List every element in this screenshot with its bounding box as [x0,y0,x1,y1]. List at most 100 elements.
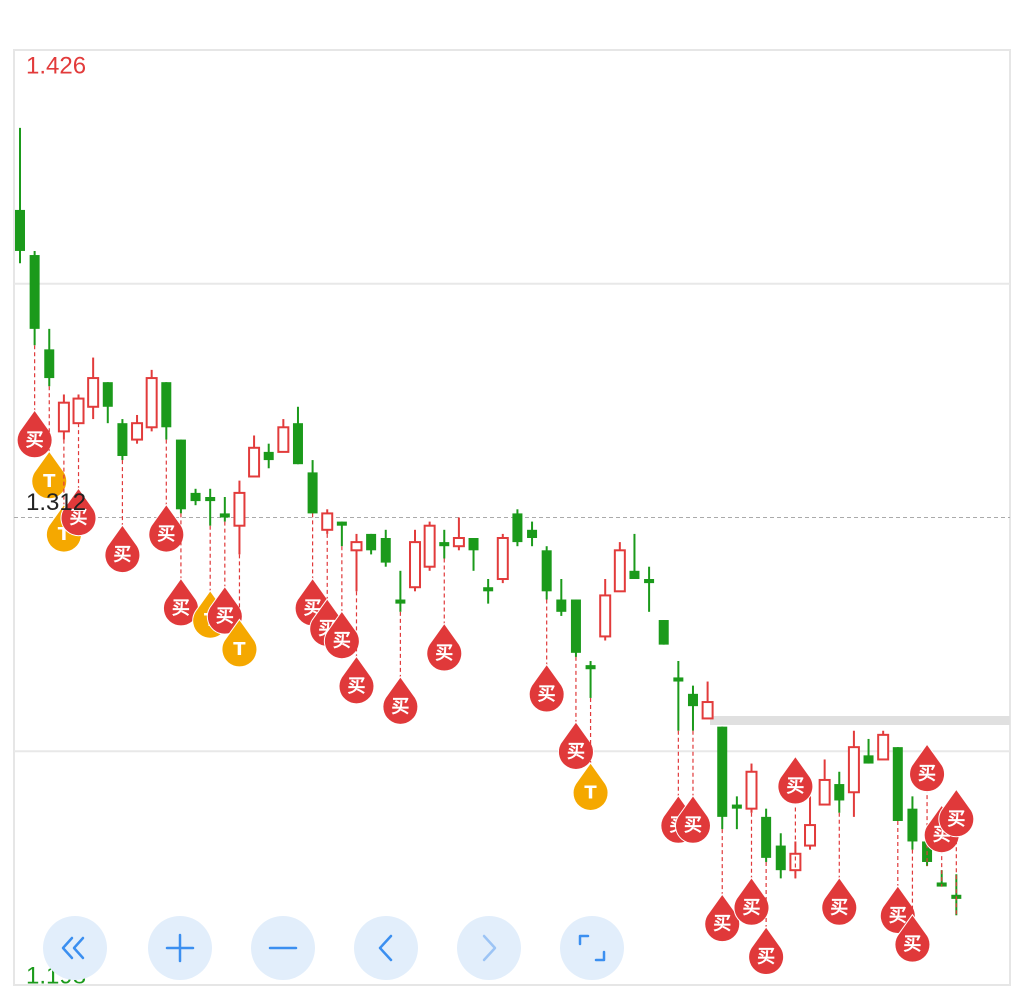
signal-label: 买 [757,946,775,967]
candle-body [877,733,890,761]
signal-drop [323,610,360,660]
candle-body [366,533,377,551]
signal-marker: 买 [674,794,711,844]
signal-drop [60,487,97,537]
signal-label: 买 [216,606,234,627]
candle-body [847,746,860,794]
candle-body [775,845,786,871]
signal-marker: T [221,618,258,668]
candle-body [292,423,303,465]
candle-body [761,816,772,858]
signal-marker: 买 [938,788,975,838]
signal-drop [221,618,258,668]
signal-label: 买 [830,897,848,918]
y-tick-label: 1.426 [26,52,86,79]
jump-start-button[interactable] [43,916,107,980]
signal-drop [674,794,711,844]
range-bar [710,716,1010,725]
candle-body [673,677,684,682]
signal-drop [31,450,68,500]
signal-drop [16,409,53,459]
signal-label: 买 [786,776,804,797]
signal-drop [557,721,594,770]
signal-drop [104,524,141,574]
candle-body [570,599,581,653]
candle-body [439,542,450,547]
signal-label: 买 [70,508,88,529]
signal-drop [879,885,916,934]
signal-drop [148,503,185,553]
signal-label: 买 [333,631,351,652]
signal-marker: 买 [909,743,946,793]
candle-body [72,397,85,425]
signal-marker: 买 [426,622,463,672]
next-button[interactable] [457,916,521,980]
signal-label: 买 [903,934,921,955]
signal-drop [909,743,946,793]
signal-label: 买 [157,524,175,545]
signal-marker: 买 [162,577,199,627]
candle-body [496,537,509,581]
signal-drop [821,876,858,926]
candle-body [248,446,261,478]
signal-label: 买 [743,897,761,918]
signal-label: 买 [918,764,936,785]
candle-body [687,693,698,707]
signal-marker: 买 [206,585,243,635]
signal-label: 买 [713,914,731,935]
zoom-in-button[interactable] [148,916,212,980]
candle-body [717,726,728,817]
signal-drop [206,585,243,635]
signal-drop [733,876,770,926]
candle-body [818,778,831,806]
signal-label: 买 [435,643,453,664]
signal-label: 买 [889,905,907,926]
signal-marker: 买 [879,885,916,934]
previous-button[interactable] [354,916,418,980]
signal-label: 买 [347,676,365,697]
signal-label: 买 [26,430,44,451]
candle-body [585,665,596,670]
candle-body [15,209,25,251]
zoom-out-button[interactable] [251,916,315,980]
candle-body [336,521,347,526]
signal-marker: 买 [60,487,97,537]
signal-drop [338,655,375,705]
candle-body [629,570,640,580]
signal-label: 买 [947,809,965,830]
signal-drop [894,913,931,963]
signal-label: 买 [567,741,585,762]
signal-marker: 买 [894,913,931,963]
signal-drop [938,788,975,838]
candle-body [307,472,318,514]
candle-body [541,550,552,592]
signal-marker: 买 [748,926,785,975]
candle-body [350,541,363,552]
signal-marker: 买 [777,755,814,805]
candle-body [277,426,290,453]
signal-label: 买 [172,598,190,619]
signal-marker: 买 [821,876,858,926]
toolbar [43,916,624,980]
candle-body [219,513,230,518]
candle-body [395,599,406,604]
candle-body [161,382,172,428]
candle-body [102,382,113,407]
signal-label: 买 [684,815,702,836]
candle-body [145,377,158,429]
candle-body [483,587,494,592]
candle-body [87,377,100,408]
signal-label: 买 [538,684,556,705]
signal-marker: 买 [323,610,360,660]
signal-label: T [43,471,56,492]
candle-body [380,538,391,563]
signal-label: 买 [391,696,409,717]
signal-marker: 买 [704,893,741,943]
candle-body [29,255,40,329]
candle-body [512,513,523,543]
candle-body [834,784,845,801]
fullscreen-button[interactable] [560,916,624,980]
candle-body [452,537,465,548]
